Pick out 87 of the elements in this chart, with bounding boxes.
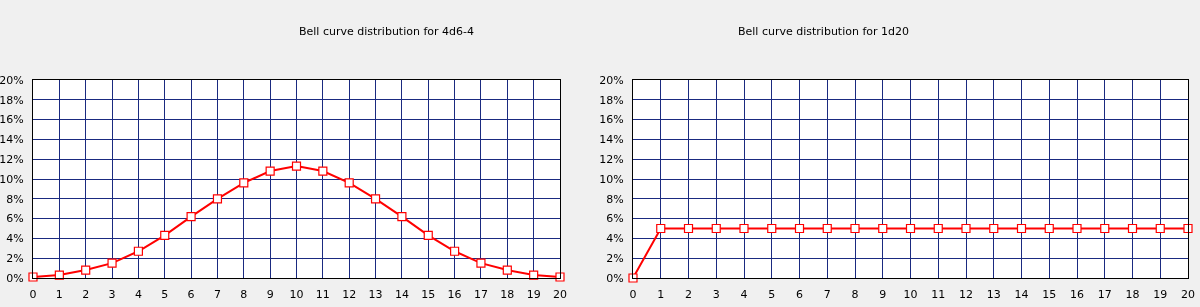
y-tick-label: 0% (6, 271, 24, 285)
y-tick-label: 2% (606, 252, 624, 266)
x-tick-label: 5 (161, 288, 169, 302)
point (529, 270, 539, 280)
x-tick-label: 0 (29, 288, 37, 302)
x-tick-label: 10 (289, 288, 304, 302)
point (291, 161, 302, 171)
x-tick-label: 6 (796, 288, 803, 302)
x-tick-label: 7 (213, 288, 221, 302)
x-tick-label: 8 (851, 288, 859, 302)
x-tick-label: 19 (526, 288, 541, 302)
point (212, 194, 223, 204)
y-tick-label: 6% (606, 212, 624, 226)
x-tick-label: 2 (685, 288, 692, 302)
point (370, 194, 381, 204)
point (502, 265, 512, 275)
x-tick-label: 18 (500, 288, 515, 302)
y-tick-label: 12% (0, 153, 24, 167)
point (423, 230, 433, 241)
x-tick-label: 17 (473, 288, 488, 302)
x-tick-label: 5 (768, 288, 776, 302)
x-tick-label: 8 (240, 288, 248, 302)
x-tick-label: 4 (740, 288, 748, 302)
x-tick-label: 20 (1181, 288, 1195, 302)
x-tick-label: 9 (266, 288, 274, 302)
y-tick-label: 14% (0, 133, 24, 147)
x-tick-label: 18 (1125, 288, 1140, 302)
x-tick-label: 20 (553, 288, 567, 302)
x-tick-label: 14 (1014, 288, 1029, 302)
y-tick-label: 10% (0, 172, 24, 186)
point (239, 178, 249, 188)
y-tick-label: 8% (6, 192, 24, 206)
y-tick-label: 18% (0, 93, 24, 107)
point (397, 212, 407, 222)
y-tick-label: 20% (0, 73, 24, 87)
x-tick-label: 17 (1097, 288, 1112, 302)
point (160, 230, 170, 241)
y-tick-label: 20% (599, 73, 624, 87)
y-tick-label: 4% (606, 232, 624, 246)
x-tick-label: 2 (82, 288, 90, 302)
x-tick-label: 12 (959, 288, 973, 302)
x-tick-label: 13 (986, 288, 1001, 302)
x-tick-label: 15 (1042, 288, 1057, 302)
x-tick-label: 10 (903, 288, 918, 302)
point (476, 258, 486, 268)
point (28, 272, 38, 282)
x-tick-label: 1 (55, 288, 63, 302)
point (318, 166, 328, 176)
x-tick-label: 14 (394, 288, 409, 302)
y-tick-label: 10% (599, 172, 624, 186)
x-tick-label: 3 (108, 288, 116, 302)
y-tick-label: 6% (6, 212, 24, 226)
y-tick-label: 0% (606, 271, 624, 285)
y-tick-label: 2% (6, 252, 24, 266)
point (133, 246, 143, 256)
point (555, 272, 565, 282)
x-tick-label: 4 (134, 288, 142, 302)
x-tick-label: 16 (447, 288, 462, 302)
x-tick-label: 13 (368, 288, 383, 302)
x-tick-label: 7 (823, 288, 831, 302)
point (344, 178, 354, 188)
x-tick-label: 11 (931, 288, 946, 302)
chart-title: Bell curve distribution for 4d6-4 (299, 25, 474, 38)
y-tick-label: 8% (606, 192, 624, 206)
y-tick-label: 16% (599, 113, 624, 127)
x-tick-label: 6 (187, 288, 195, 302)
point (450, 246, 460, 256)
y-tick-label: 12% (599, 153, 624, 167)
x-tick-label: 12 (342, 288, 357, 302)
point (186, 212, 196, 222)
point (81, 265, 91, 275)
y-tick-label: 4% (6, 232, 24, 246)
x-tick-label: 15 (421, 288, 436, 302)
x-tick-label: 19 (1153, 288, 1168, 302)
y-tick-label: 18% (599, 93, 624, 107)
x-tick-label: 9 (879, 288, 887, 302)
y-tick-label: 16% (0, 113, 24, 127)
chart-title: Bell curve distribution for 1d20 (738, 25, 910, 38)
x-tick-label: 11 (315, 288, 330, 302)
x-tick-label: 1 (657, 288, 665, 302)
point (265, 166, 275, 176)
x-tick-label: 16 (1070, 288, 1084, 302)
y-tick-label: 14% (599, 133, 624, 147)
point (54, 270, 64, 280)
x-tick-label: 0 (629, 288, 637, 302)
point (107, 258, 117, 268)
x-tick-label: 3 (712, 288, 720, 302)
